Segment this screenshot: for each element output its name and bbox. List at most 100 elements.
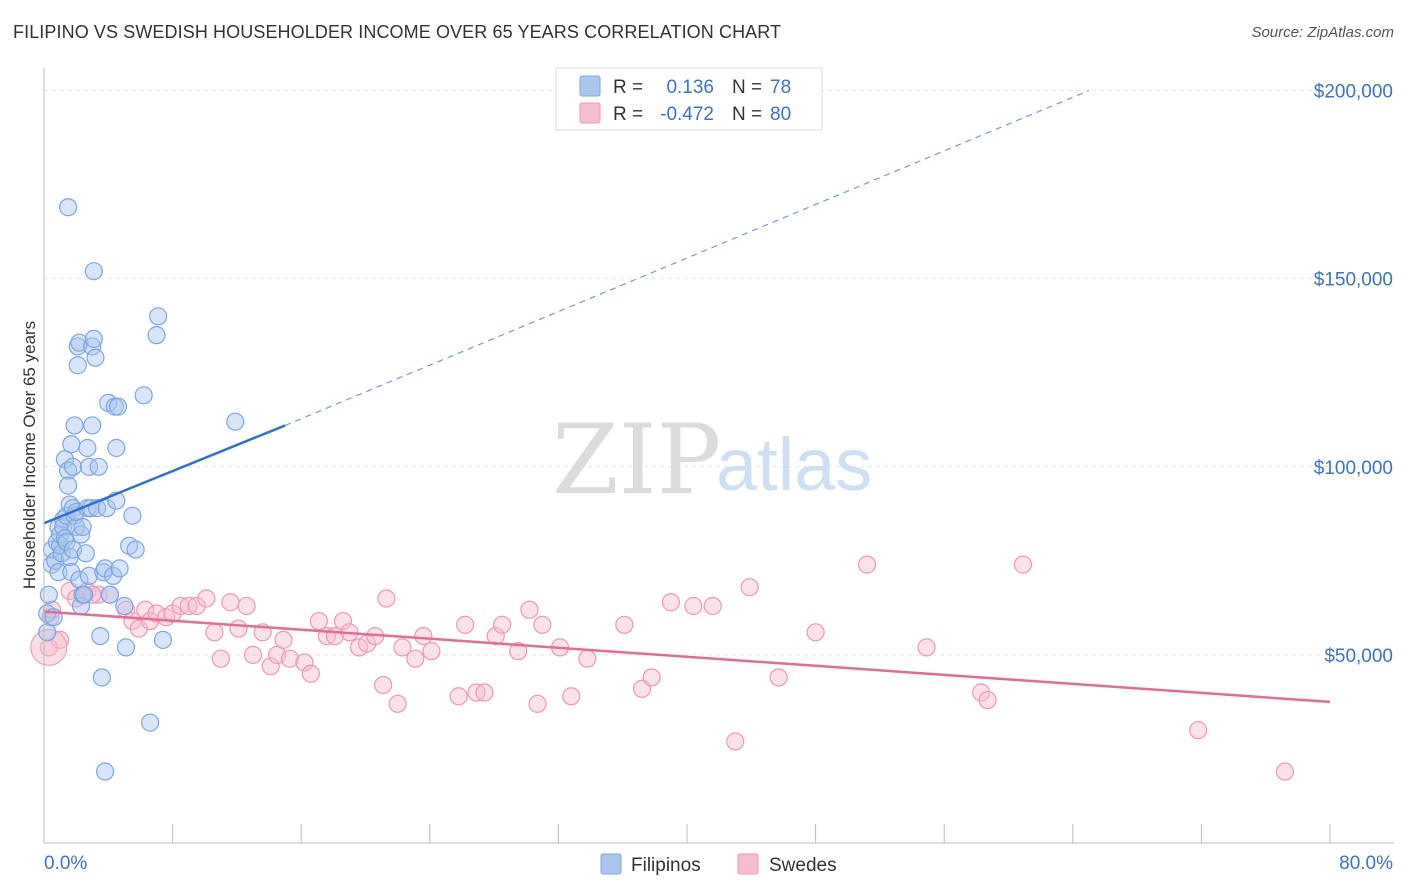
swedes-point	[388, 694, 407, 713]
swedes-point	[147, 604, 166, 623]
filipinos-point	[79, 457, 99, 476]
swedes-point	[280, 649, 300, 668]
swedes-point	[726, 732, 745, 751]
legend-bottom-label-swedes: Swedes	[769, 855, 837, 876]
swedes-point	[301, 664, 320, 683]
filipinos-point	[95, 762, 115, 781]
y-axis-title: Householder Income Over 65 years	[20, 321, 39, 589]
swedes-point	[509, 642, 528, 661]
legend-top: R = 0.136 N = 78 R = -0.472 N = 80	[555, 67, 823, 131]
swedes-point	[917, 638, 936, 657]
swedes-point	[295, 653, 314, 672]
filipinos-point	[110, 559, 129, 578]
legend-n-label-1: N =	[732, 77, 762, 98]
swedes-point	[456, 615, 475, 634]
swedes-point	[972, 683, 991, 702]
axes: $50,000 $100,000 $150,000 $200,000 0.0% 80.…	[20, 68, 1394, 874]
y-tick-label: $100,000	[1314, 458, 1393, 479]
swedes-point	[642, 668, 661, 687]
filipinos-point	[71, 525, 91, 544]
filipinos-point	[68, 356, 87, 375]
filipinos-point	[226, 412, 245, 431]
filipinos-point	[97, 499, 116, 518]
filipinos-point	[76, 544, 95, 563]
swedes-point	[703, 596, 722, 616]
legend-bottom-swatch-filipinos	[600, 853, 622, 875]
legend-r-label-2: R =	[613, 104, 643, 125]
swedes-point	[197, 589, 216, 608]
swedes-point	[274, 630, 293, 649]
swedes-point	[740, 578, 759, 597]
chart-title: FILIPINO VS SWEDISH HOUSEHOLDER INCOME O…	[13, 22, 782, 42]
filipinos-trend-line	[43, 424, 286, 525]
swedes-point	[1275, 762, 1295, 781]
filipinos-point	[116, 638, 136, 657]
filipinos-point	[59, 476, 78, 495]
filipinos-point	[83, 416, 102, 435]
filipinos-point	[79, 566, 99, 586]
filipinos-point	[73, 517, 92, 537]
filipinos-point	[39, 585, 58, 604]
swedes-point-cluster	[30, 628, 68, 666]
legend-n-label-2: N =	[732, 104, 762, 125]
filipinos-point	[57, 532, 76, 552]
filipinos-point	[115, 596, 134, 616]
filipinos-point	[54, 517, 73, 537]
filipinos-point	[62, 435, 81, 454]
filipinos-point	[86, 348, 105, 367]
filipinos-point	[84, 262, 103, 281]
swedes-point	[374, 675, 393, 695]
legend-bottom-label-filipinos: Filipinos	[631, 855, 701, 876]
legend-r-label-1: R =	[613, 77, 643, 98]
filipinos-point	[147, 326, 166, 345]
legend-r-value-2: -0.472	[660, 104, 714, 125]
swedes-point	[422, 642, 441, 661]
filipinos-trend-extension	[284, 90, 1090, 426]
swedes-trend-line	[43, 610, 1331, 704]
filipinos-point	[140, 713, 160, 732]
swedes-point	[377, 589, 396, 608]
legend-bottom-swatch-swedes	[737, 853, 759, 875]
swedes-point	[684, 596, 703, 616]
swedes-point	[243, 645, 263, 665]
swedes-point	[393, 638, 412, 657]
filipinos-point	[91, 626, 110, 646]
swedes-point	[533, 615, 552, 634]
x-axis-ticks	[43, 824, 1331, 843]
legend-r-value-1: 0.136	[666, 77, 714, 98]
filipinos-point	[107, 438, 126, 458]
filipinos-point	[149, 307, 168, 326]
filipinos-point	[153, 630, 173, 649]
swedes-point	[211, 649, 230, 668]
swedes-point	[578, 649, 597, 668]
legend-swatch-filipinos	[579, 75, 601, 97]
filipinos-point	[104, 566, 123, 586]
filipinos-points	[38, 198, 245, 781]
swedes-point	[806, 623, 825, 642]
filipinos-point	[100, 585, 120, 604]
swedes-points	[30, 555, 1295, 781]
trend-lines	[43, 90, 1331, 704]
swedes-point	[187, 596, 206, 616]
y-tick-label: $200,000	[1314, 82, 1393, 103]
swedes-point	[1013, 555, 1033, 574]
filipinos-point	[49, 563, 68, 582]
filipinos-point	[75, 585, 94, 604]
swedes-point	[857, 555, 877, 574]
swedes-point	[309, 611, 328, 631]
swedes-point	[449, 687, 468, 706]
swedes-point	[769, 668, 788, 687]
filipinos-point	[63, 457, 83, 476]
swedes-point	[237, 596, 256, 616]
swedes-point	[562, 687, 581, 706]
swedes-point	[520, 600, 539, 619]
swedes-point	[493, 615, 512, 634]
y-tick-label: $50,000	[1324, 646, 1393, 667]
filipinos-point	[59, 198, 78, 217]
swedes-point	[661, 593, 681, 612]
filipinos-point	[134, 386, 153, 405]
filipinos-point	[78, 438, 97, 458]
filipinos-point	[126, 540, 145, 559]
filipinos-point	[84, 329, 103, 349]
